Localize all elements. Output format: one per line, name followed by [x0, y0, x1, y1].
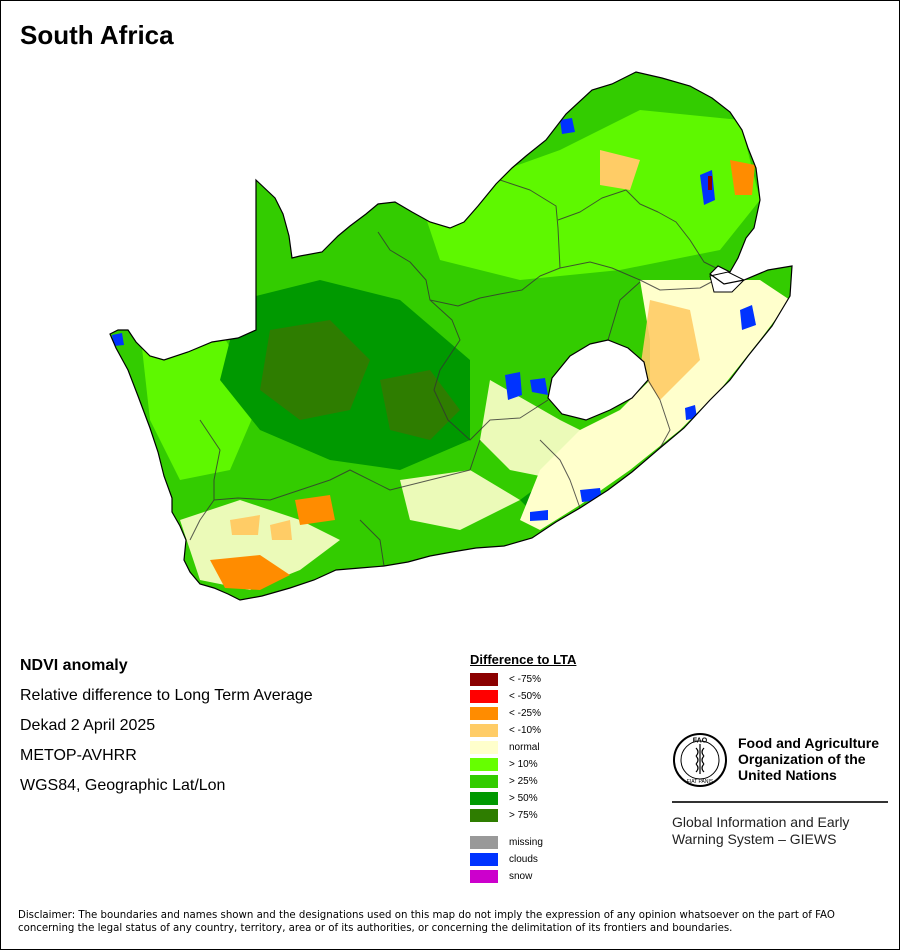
legend-item: > 10%: [470, 756, 576, 773]
program-name-line: Warning System – GIEWS: [672, 831, 837, 847]
legend-swatch: [470, 870, 498, 883]
map-info-block: NDVI anomaly Relative difference to Long…: [20, 656, 313, 806]
legend-label: > 50%: [509, 793, 538, 804]
legend-label: missing: [509, 837, 543, 848]
legend-label: > 10%: [509, 759, 538, 770]
organization-name-line: Organization of the: [738, 751, 866, 767]
logo-divider: [672, 801, 888, 803]
product-description: Relative difference to Long Term Average: [20, 687, 313, 704]
sensor-name: METOP-AVHRR: [20, 747, 137, 764]
legend-label: > 75%: [509, 810, 538, 821]
map-title: South Africa: [20, 20, 174, 50]
legend-item: < -25%: [470, 705, 576, 722]
disclaimer: Disclaimer: The boundaries and names sho…: [18, 910, 835, 934]
legend-swatch: [470, 758, 498, 771]
legend-swatch: [470, 853, 498, 866]
legend-swatch: [470, 690, 498, 703]
legend-item: normal: [470, 739, 576, 756]
legend-item: < -50%: [470, 688, 576, 705]
legend-swatch: [470, 775, 498, 788]
emblem-text: FAO: [693, 738, 708, 745]
legend-swatch: [470, 741, 498, 754]
ndvi-anomaly-map: [109, 71, 793, 601]
organization-name-line: Food and Agriculture: [738, 735, 880, 751]
legend-label: < -50%: [509, 691, 541, 702]
projection-info: WGS84, Geographic Lat/Lon: [20, 777, 226, 794]
organization-name: Food and Agriculture Organization of the…: [738, 735, 898, 783]
legend-item: < -10%: [470, 722, 576, 739]
legend-label: < -75%: [509, 674, 541, 685]
organization-name-line: United Nations: [738, 767, 837, 783]
legend-item: > 25%: [470, 773, 576, 790]
legend-swatch: [470, 673, 498, 686]
legend-swatch: [470, 836, 498, 849]
legend-swatch: [470, 707, 498, 720]
legend-label: < -25%: [509, 708, 541, 719]
legend-swatch: [470, 792, 498, 805]
legend-swatch: [470, 724, 498, 737]
legend-swatch: [470, 809, 498, 822]
emblem-motto: FIAT PANIS: [687, 779, 714, 785]
program-name: Global Information and Early Warning Sys…: [672, 814, 888, 848]
legend-title: Difference to LTA: [470, 652, 577, 667]
legend-classes: < -75% < -50% < -25% < -10% normal > 10% > 25%…: [470, 671, 576, 824]
legend-item: missing: [470, 834, 576, 851]
legend-item: > 50%: [470, 790, 576, 807]
legend-extra-classes: missing clouds snow: [470, 834, 576, 885]
legend-item: > 75%: [470, 807, 576, 824]
legend-label: < -10%: [509, 725, 541, 736]
legend-label: snow: [509, 871, 533, 882]
legend-label: > 25%: [509, 776, 538, 787]
legend-item: snow: [470, 868, 576, 885]
legend-label: clouds: [509, 854, 538, 865]
time-period: Dekad 2 April 2025: [20, 717, 156, 734]
fao-emblem-icon: FAO FIAT PANIS: [673, 733, 727, 787]
legend: Difference to LTA < -75% < -50% < -25% < -1…: [470, 652, 576, 885]
program-name-line: Global Information and Early: [672, 814, 850, 830]
legend-label: normal: [509, 742, 540, 753]
legend-item: clouds: [470, 851, 576, 868]
product-name: NDVI anomaly: [20, 657, 128, 674]
legend-item: < -75%: [470, 671, 576, 688]
